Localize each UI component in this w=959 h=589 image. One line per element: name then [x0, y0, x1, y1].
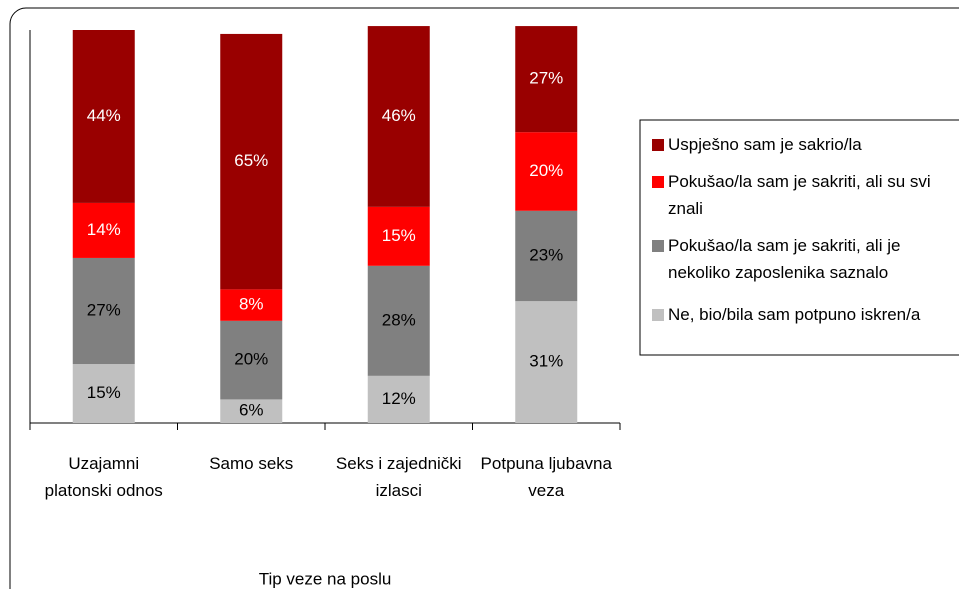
bar-segment: [515, 210, 578, 302]
legend-label: Pokušao/la sam je sakriti, ali su svi zn…: [668, 172, 931, 218]
bar-segment: [515, 26, 578, 133]
legend-swatch: [652, 240, 664, 252]
legend-label: Pokušao/la sam je sakriti, ali je nekoli…: [668, 236, 901, 282]
bar-segment: [220, 33, 283, 290]
x-tick-label: Seks i zajednički izlasci: [335, 454, 462, 500]
data-label: 6%: [239, 401, 264, 420]
legend-box: [639, 119, 959, 356]
bar-segment: [367, 206, 430, 266]
data-label: 8%: [239, 295, 264, 314]
chart-border: [9, 7, 959, 589]
legend-swatch: [652, 139, 664, 151]
legend-label: Ne, bio/bila sam potpuno iskren/a: [668, 305, 921, 324]
data-label: 28%: [382, 310, 416, 329]
bar-segment: [515, 132, 578, 211]
data-label: 12%: [382, 389, 416, 408]
data-label: 27%: [87, 300, 121, 319]
bar-segment: [220, 320, 283, 400]
legend-entry: Pokušao/la sam je sakriti, ali je nekoli…: [652, 232, 952, 286]
data-label: 65%: [234, 151, 268, 170]
bar-segment: [72, 257, 135, 365]
x-tick-label: Uzajamni platonski odnos: [44, 454, 163, 500]
legend-entry: Pokušao/la sam je sakriti, ali su svi zn…: [652, 168, 952, 222]
legend-entry: Uspješno sam je sakrio/la: [652, 131, 952, 158]
bar-segment: [72, 364, 135, 423]
data-label: 27%: [529, 69, 563, 88]
data-label: 46%: [382, 106, 416, 125]
data-label: 44%: [87, 106, 121, 125]
legend-entry: Ne, bio/bila sam potpuno iskren/a: [652, 301, 952, 328]
bar-segment: [72, 202, 135, 258]
bar-segment: [220, 399, 283, 423]
legend-swatch: [652, 176, 664, 188]
x-axis-title: Tip veze na poslu: [259, 569, 392, 588]
data-label: 15%: [87, 383, 121, 402]
bar-segment: [515, 301, 578, 423]
x-tick-label: Samo seks: [209, 454, 294, 473]
data-label: 20%: [234, 350, 268, 369]
data-label: 15%: [382, 226, 416, 245]
x-tick-label: Potpuna ljubavna veza: [480, 454, 612, 500]
bar-segment: [220, 289, 283, 321]
data-label: 23%: [529, 245, 563, 264]
bar-segment: [367, 26, 430, 207]
bar-segment: [72, 30, 135, 203]
bar-segment: [367, 375, 430, 423]
legend-swatch: [652, 309, 664, 321]
data-label: 31%: [529, 352, 563, 371]
bar-segment: [367, 265, 430, 376]
data-label: 14%: [87, 220, 121, 239]
data-label: 20%: [529, 161, 563, 180]
legend-label: Uspješno sam je sakrio/la: [668, 135, 862, 154]
